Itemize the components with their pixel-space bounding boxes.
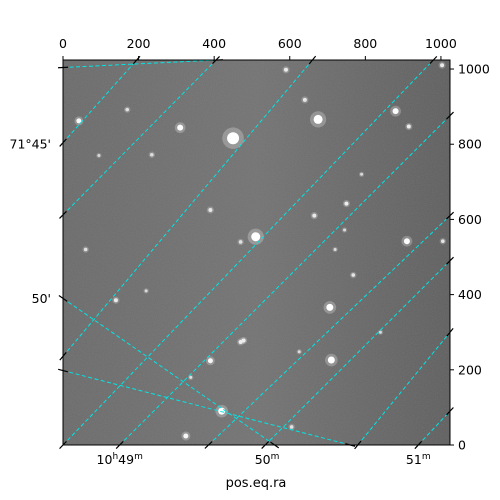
- coordinate-grid: [63, 60, 450, 445]
- star: [144, 289, 148, 293]
- top-tick-label: 600: [278, 36, 302, 51]
- world-tick-mark: [414, 440, 423, 450]
- world-tick-mark: [446, 327, 454, 337]
- star: [76, 118, 82, 124]
- star: [302, 97, 307, 102]
- star: [208, 208, 213, 213]
- ra-tick-label: 10h49m: [97, 452, 143, 467]
- world-tick-mark: [446, 256, 454, 265]
- right-tick-label: 0: [458, 438, 466, 453]
- ra-tick-label: 51m: [406, 452, 431, 467]
- star: [241, 338, 246, 343]
- grid-line: [357, 331, 450, 445]
- dec-tick-label: 50': [32, 291, 51, 306]
- star: [218, 407, 226, 415]
- world-tick-mark: [261, 441, 270, 449]
- x-axis-title: pos.eq.ra: [226, 476, 287, 491]
- world-tick-mark: [59, 138, 67, 147]
- right-tick-label: 400: [458, 287, 482, 302]
- star: [207, 358, 213, 364]
- world-tick-mark: [270, 441, 280, 449]
- star: [177, 124, 184, 131]
- star: [326, 303, 334, 311]
- grid-line: [264, 260, 450, 445]
- star: [360, 172, 364, 176]
- top-tick-label: 200: [127, 36, 151, 51]
- star: [238, 240, 243, 244]
- world-tick-mark: [354, 440, 362, 450]
- star: [333, 247, 337, 251]
- world-tick-mark: [132, 55, 141, 65]
- world-tick-mark: [445, 211, 455, 220]
- world-tick-mark: [58, 368, 68, 373]
- star: [441, 239, 445, 244]
- world-tick-mark: [58, 295, 68, 302]
- star: [125, 107, 130, 112]
- star: [289, 425, 294, 429]
- world-tick-mark: [59, 440, 67, 450]
- world-tick-mark: [204, 441, 213, 449]
- star: [238, 339, 243, 344]
- grid-line: [63, 60, 434, 445]
- star: [150, 152, 154, 157]
- stars-layer: [74, 61, 447, 441]
- star: [440, 63, 445, 68]
- right-tick-label: 600: [458, 212, 482, 227]
- top-tick-label: 1000: [425, 36, 457, 51]
- right-tick-label: 800: [458, 137, 482, 152]
- star: [344, 201, 349, 206]
- star: [183, 433, 189, 439]
- world-tick-mark: [345, 443, 356, 447]
- world-tick-mark: [212, 56, 220, 64]
- world-tick-mark: [115, 441, 124, 449]
- star: [406, 124, 411, 129]
- star: [297, 350, 301, 354]
- star: [97, 153, 101, 157]
- star: [351, 273, 356, 277]
- world-tick-mark: [429, 55, 438, 65]
- world-tick-mark: [59, 352, 67, 361]
- grid-line: [63, 297, 275, 445]
- ra-axis-bottom: 10h49m 50m 51m: [97, 452, 431, 467]
- grid-line: [417, 410, 450, 445]
- star: [312, 213, 317, 218]
- world-tick-mark: [446, 111, 454, 120]
- right-tick-label: 200: [458, 362, 482, 377]
- star: [378, 330, 382, 334]
- star: [283, 67, 288, 72]
- world-tick-mark: [308, 55, 317, 65]
- top-tick-label: 800: [353, 36, 377, 51]
- sky-image-noise: [63, 60, 450, 445]
- grid-line: [208, 215, 450, 445]
- star: [403, 238, 410, 245]
- top-pixel-axis: 0 200 400 600 800 1000: [59, 36, 457, 60]
- ra-tick-label: 50m: [255, 452, 280, 467]
- dec-axis-left: 71°45' 50': [10, 55, 455, 450]
- plot-frame: [62, 59, 451, 446]
- star: [392, 108, 399, 115]
- top-tick-label: 0: [59, 36, 67, 51]
- star: [343, 228, 347, 232]
- star: [113, 298, 118, 303]
- world-tick-mark: [446, 407, 454, 416]
- right-pixel-axis: 0 200 400 600 800 1000: [450, 62, 490, 453]
- star: [251, 232, 261, 242]
- star: [83, 247, 88, 252]
- star: [313, 114, 323, 124]
- dec-tick-label: 71°45': [10, 137, 52, 152]
- star: [327, 356, 335, 364]
- star: [227, 132, 240, 145]
- star: [189, 375, 193, 379]
- right-tick-label: 1000: [458, 62, 490, 77]
- top-tick-label: 400: [202, 36, 226, 51]
- world-tick-mark: [59, 210, 67, 219]
- grid-line: [63, 60, 217, 216]
- grid-line: [63, 60, 138, 144]
- grid-line: [63, 370, 351, 445]
